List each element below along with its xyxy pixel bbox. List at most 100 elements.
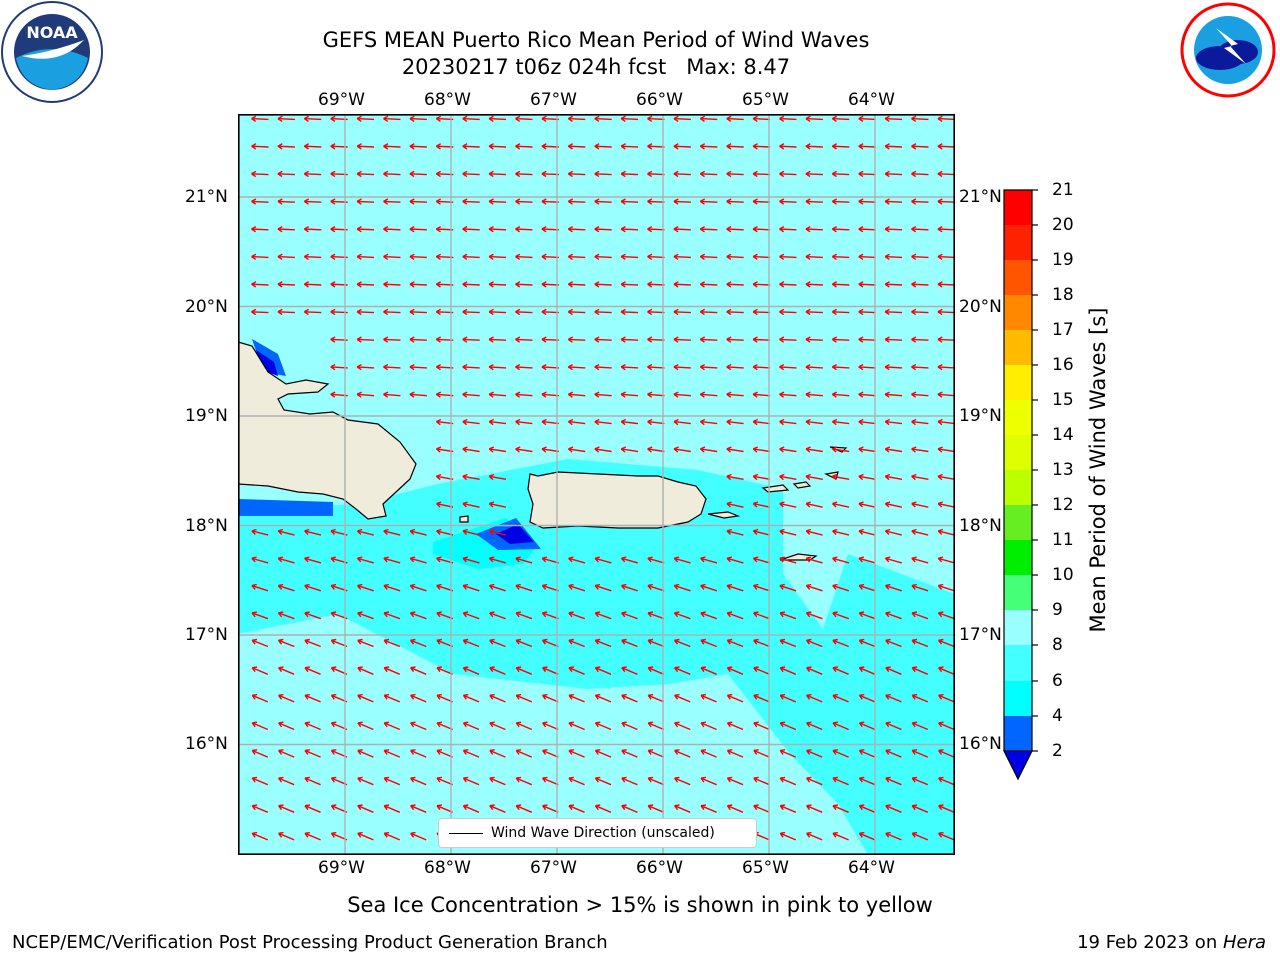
wind-arrow [673,308,691,316]
wind-arrow [699,143,718,150]
lon-label-bottom: 68°W [424,858,471,878]
wave-period-map [238,114,956,856]
lon-label-bottom: 66°W [636,858,683,878]
wind-arrow [647,749,665,758]
wind-arrow [700,721,717,731]
wind-arrow [647,611,665,620]
wind-arrow [911,528,929,536]
wind-arrow [594,721,612,731]
colorbar-swatch-15-16 [1004,365,1032,400]
wind-arrow [726,556,744,564]
legend-label: Wind Wave Direction (unscaled) [491,825,715,841]
wind-arrow [753,666,770,675]
wind-arrow [805,143,823,150]
lat-label-left: 20°N [185,297,228,317]
wind-arrow [541,253,559,260]
wind-arrow [303,115,322,122]
wind-arrow [699,115,718,122]
lat-label-right: 21°N [959,187,1002,207]
wind-arrow [594,281,612,288]
wind-arrow [806,776,823,786]
wind-arrow [488,528,506,536]
wind-arrow [885,749,902,758]
wind-arrow [251,804,269,813]
wind-arrow [409,391,427,398]
wind-arrow [858,170,876,178]
wind-arrow [489,749,506,758]
wind-arrow [832,528,850,536]
wind-arrow [304,583,322,592]
wind-arrow [884,225,903,233]
wind-arrow [647,638,665,648]
wind-arrow [383,556,401,564]
wind-arrow [462,170,480,178]
wind-arrow [884,446,903,453]
wind-arrow [647,308,665,316]
wind-arrow [594,253,612,260]
wind-arrow [515,225,533,233]
wind-arrow [753,776,770,786]
wind-arrow [726,281,744,288]
wind-arrow [674,666,691,675]
wind-arrow [621,693,638,703]
chart-title: GEFS MEAN Puerto Rico Mean Period of Win… [322,28,870,52]
wind-arrow [831,170,850,178]
wind-arrow [277,528,295,536]
wind-arrow [858,446,876,453]
wind-arrow [489,804,506,813]
wind-arrow [462,611,480,620]
lon-label-top: 66°W [636,90,683,110]
wind-arrow [805,528,823,536]
wind-arrow [911,143,929,150]
wind-arrow [568,776,585,786]
wind-arrow [567,391,586,398]
wind-arrow [409,528,427,536]
wind-arrow [304,556,322,564]
wind-arrow [436,638,453,648]
wind-arrow [542,776,559,786]
wind-arrow [858,611,876,620]
wind-arrow [884,170,903,178]
wind-arrow [779,281,797,288]
wind-arrow [620,115,639,122]
wind-arrow [937,115,955,122]
wind-arrow [911,198,929,205]
wind-arrow [779,336,797,343]
lon-label-top: 67°W [530,90,577,110]
wind-arrow [303,198,322,205]
wind-arrow [357,804,374,813]
wind-arrow [594,666,612,675]
colorbar-swatch-13-14 [1004,435,1032,470]
wind-arrow [541,308,559,316]
wind-arrow [858,253,876,260]
wind-arrow [515,611,533,620]
wind-arrow [647,693,665,703]
wind-arrow [383,308,401,316]
wind-arrow [752,308,771,316]
wind-arrow [911,501,929,508]
wind-arrow [542,804,559,813]
wind-arrow [911,638,929,648]
wind-arrow [356,528,374,536]
wind-arrow [436,693,453,703]
wind-arrow [489,721,506,731]
wind-arrow [805,115,823,122]
wind-arrow [488,253,507,260]
colorbar-swatch-8-9 [1004,610,1032,645]
wind-arrow [278,804,295,813]
wind-arrow [831,308,850,316]
wind-arrow [673,418,691,426]
wind-arrow [726,749,744,758]
wind-arrow [752,336,771,343]
wind-arrow [911,749,929,758]
wind-arrow [647,253,665,260]
wind-arrow [911,418,929,426]
wind-arrow [938,804,955,813]
wind-arrow [515,749,533,758]
wind-arrow [884,391,903,398]
wind-arrow [515,391,533,398]
wind-arrow [304,611,322,620]
wind-arrow [752,363,771,371]
wind-arrow [806,666,823,675]
wind-arrow [515,170,533,178]
